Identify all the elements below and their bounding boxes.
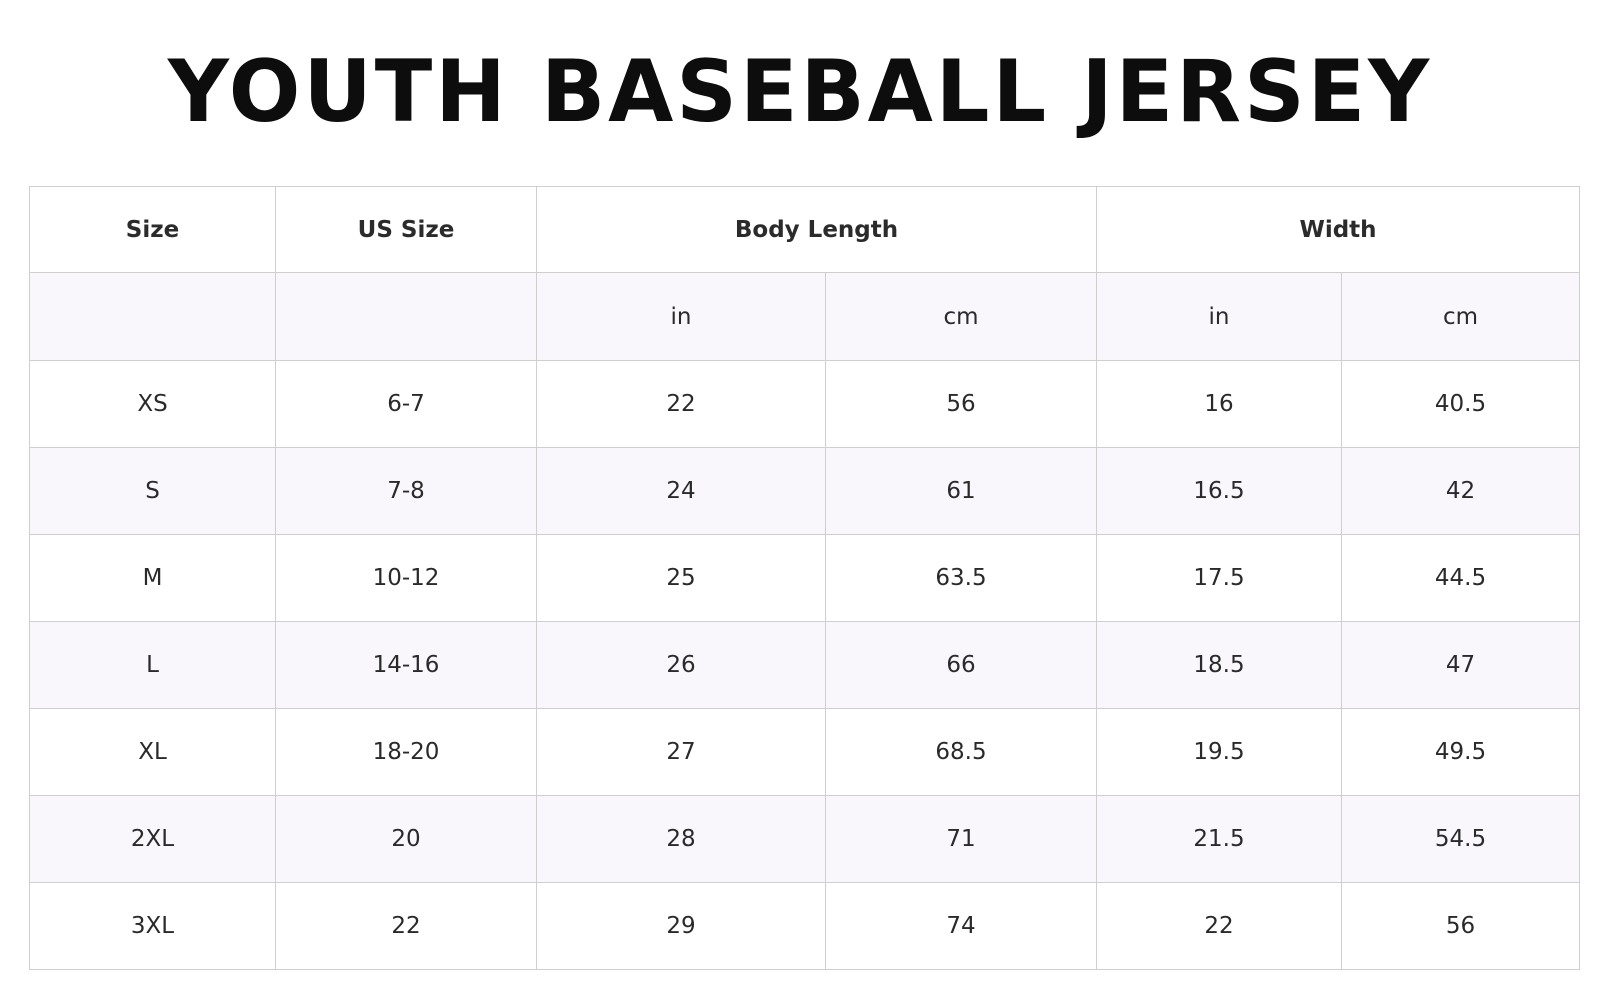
cell-body-length-in: 25 <box>536 534 826 622</box>
cell-width-in: 21.5 <box>1096 795 1343 883</box>
cell-width-cm: 49.5 <box>1341 708 1581 796</box>
cell-us-size: 22 <box>275 882 537 970</box>
table-row: XS 6-7 22 56 16 40.5 <box>29 360 1581 448</box>
cell-us-size: 6-7 <box>275 360 537 448</box>
cell-us-size: 10-12 <box>275 534 537 622</box>
table-row: XL 18-20 27 68.5 19.5 49.5 <box>29 708 1581 796</box>
unit-cell-empty <box>29 272 276 361</box>
cell-body-length-cm: 71 <box>824 795 1098 883</box>
cell-size: S <box>29 447 276 535</box>
cell-size: XS <box>29 360 276 448</box>
cell-width-in: 16 <box>1096 360 1343 448</box>
cell-size: L <box>29 621 276 709</box>
cell-size: 2XL <box>29 795 276 883</box>
unit-width-in: in <box>1096 272 1343 361</box>
table-row: 3XL 22 29 74 22 56 <box>29 882 1581 970</box>
cell-body-length-cm: 66 <box>824 621 1098 709</box>
cell-width-cm: 56 <box>1341 882 1581 970</box>
header-row: Size US Size Body Length Width <box>29 186 1581 273</box>
table-row: S 7-8 24 61 16.5 42 <box>29 447 1581 535</box>
cell-width-in: 19.5 <box>1096 708 1343 796</box>
cell-width-in: 18.5 <box>1096 621 1343 709</box>
header-body-length: Body Length <box>535 186 1098 273</box>
cell-us-size: 14-16 <box>275 621 537 709</box>
unit-row: in cm in cm <box>29 272 1581 361</box>
header-size: Size <box>29 186 276 273</box>
cell-body-length-cm: 61 <box>824 447 1098 535</box>
cell-width-cm: 47 <box>1341 621 1581 709</box>
header-us-size: US Size <box>275 186 537 273</box>
cell-body-length-in: 22 <box>536 360 826 448</box>
cell-body-length-cm: 56 <box>824 360 1098 448</box>
cell-body-length-in: 28 <box>536 795 826 883</box>
cell-body-length-in: 29 <box>536 882 826 970</box>
unit-width-cm: cm <box>1341 272 1581 361</box>
cell-us-size: 20 <box>275 795 537 883</box>
table-row: M 10-12 25 63.5 17.5 44.5 <box>29 534 1581 622</box>
cell-size: 3XL <box>29 882 276 970</box>
cell-width-in: 17.5 <box>1096 534 1343 622</box>
cell-body-length-cm: 63.5 <box>824 534 1098 622</box>
cell-size: XL <box>29 708 276 796</box>
header-width: Width <box>1096 186 1581 273</box>
cell-width-in: 22 <box>1096 882 1343 970</box>
cell-body-length-in: 27 <box>536 708 826 796</box>
unit-body-length-cm: cm <box>824 272 1098 361</box>
table-row: L 14-16 26 66 18.5 47 <box>29 621 1581 709</box>
cell-width-cm: 54.5 <box>1341 795 1581 883</box>
page-title: YOUTH BASEBALL JERSEY <box>167 42 1433 142</box>
unit-cell-empty <box>275 272 537 361</box>
cell-width-cm: 40.5 <box>1341 360 1581 448</box>
cell-us-size: 18-20 <box>275 708 537 796</box>
table-row: 2XL 20 28 71 21.5 54.5 <box>29 795 1581 883</box>
size-chart-table: Size US Size Body Length Width in cm in … <box>29 186 1581 970</box>
cell-us-size: 7-8 <box>275 447 537 535</box>
cell-body-length-cm: 74 <box>824 882 1098 970</box>
cell-width-in: 16.5 <box>1096 447 1343 535</box>
cell-width-cm: 44.5 <box>1341 534 1581 622</box>
unit-body-length-in: in <box>536 272 826 361</box>
cell-body-length-in: 24 <box>536 447 826 535</box>
cell-width-cm: 42 <box>1341 447 1581 535</box>
cell-size: M <box>29 534 276 622</box>
cell-body-length-in: 26 <box>536 621 826 709</box>
cell-body-length-cm: 68.5 <box>824 708 1098 796</box>
